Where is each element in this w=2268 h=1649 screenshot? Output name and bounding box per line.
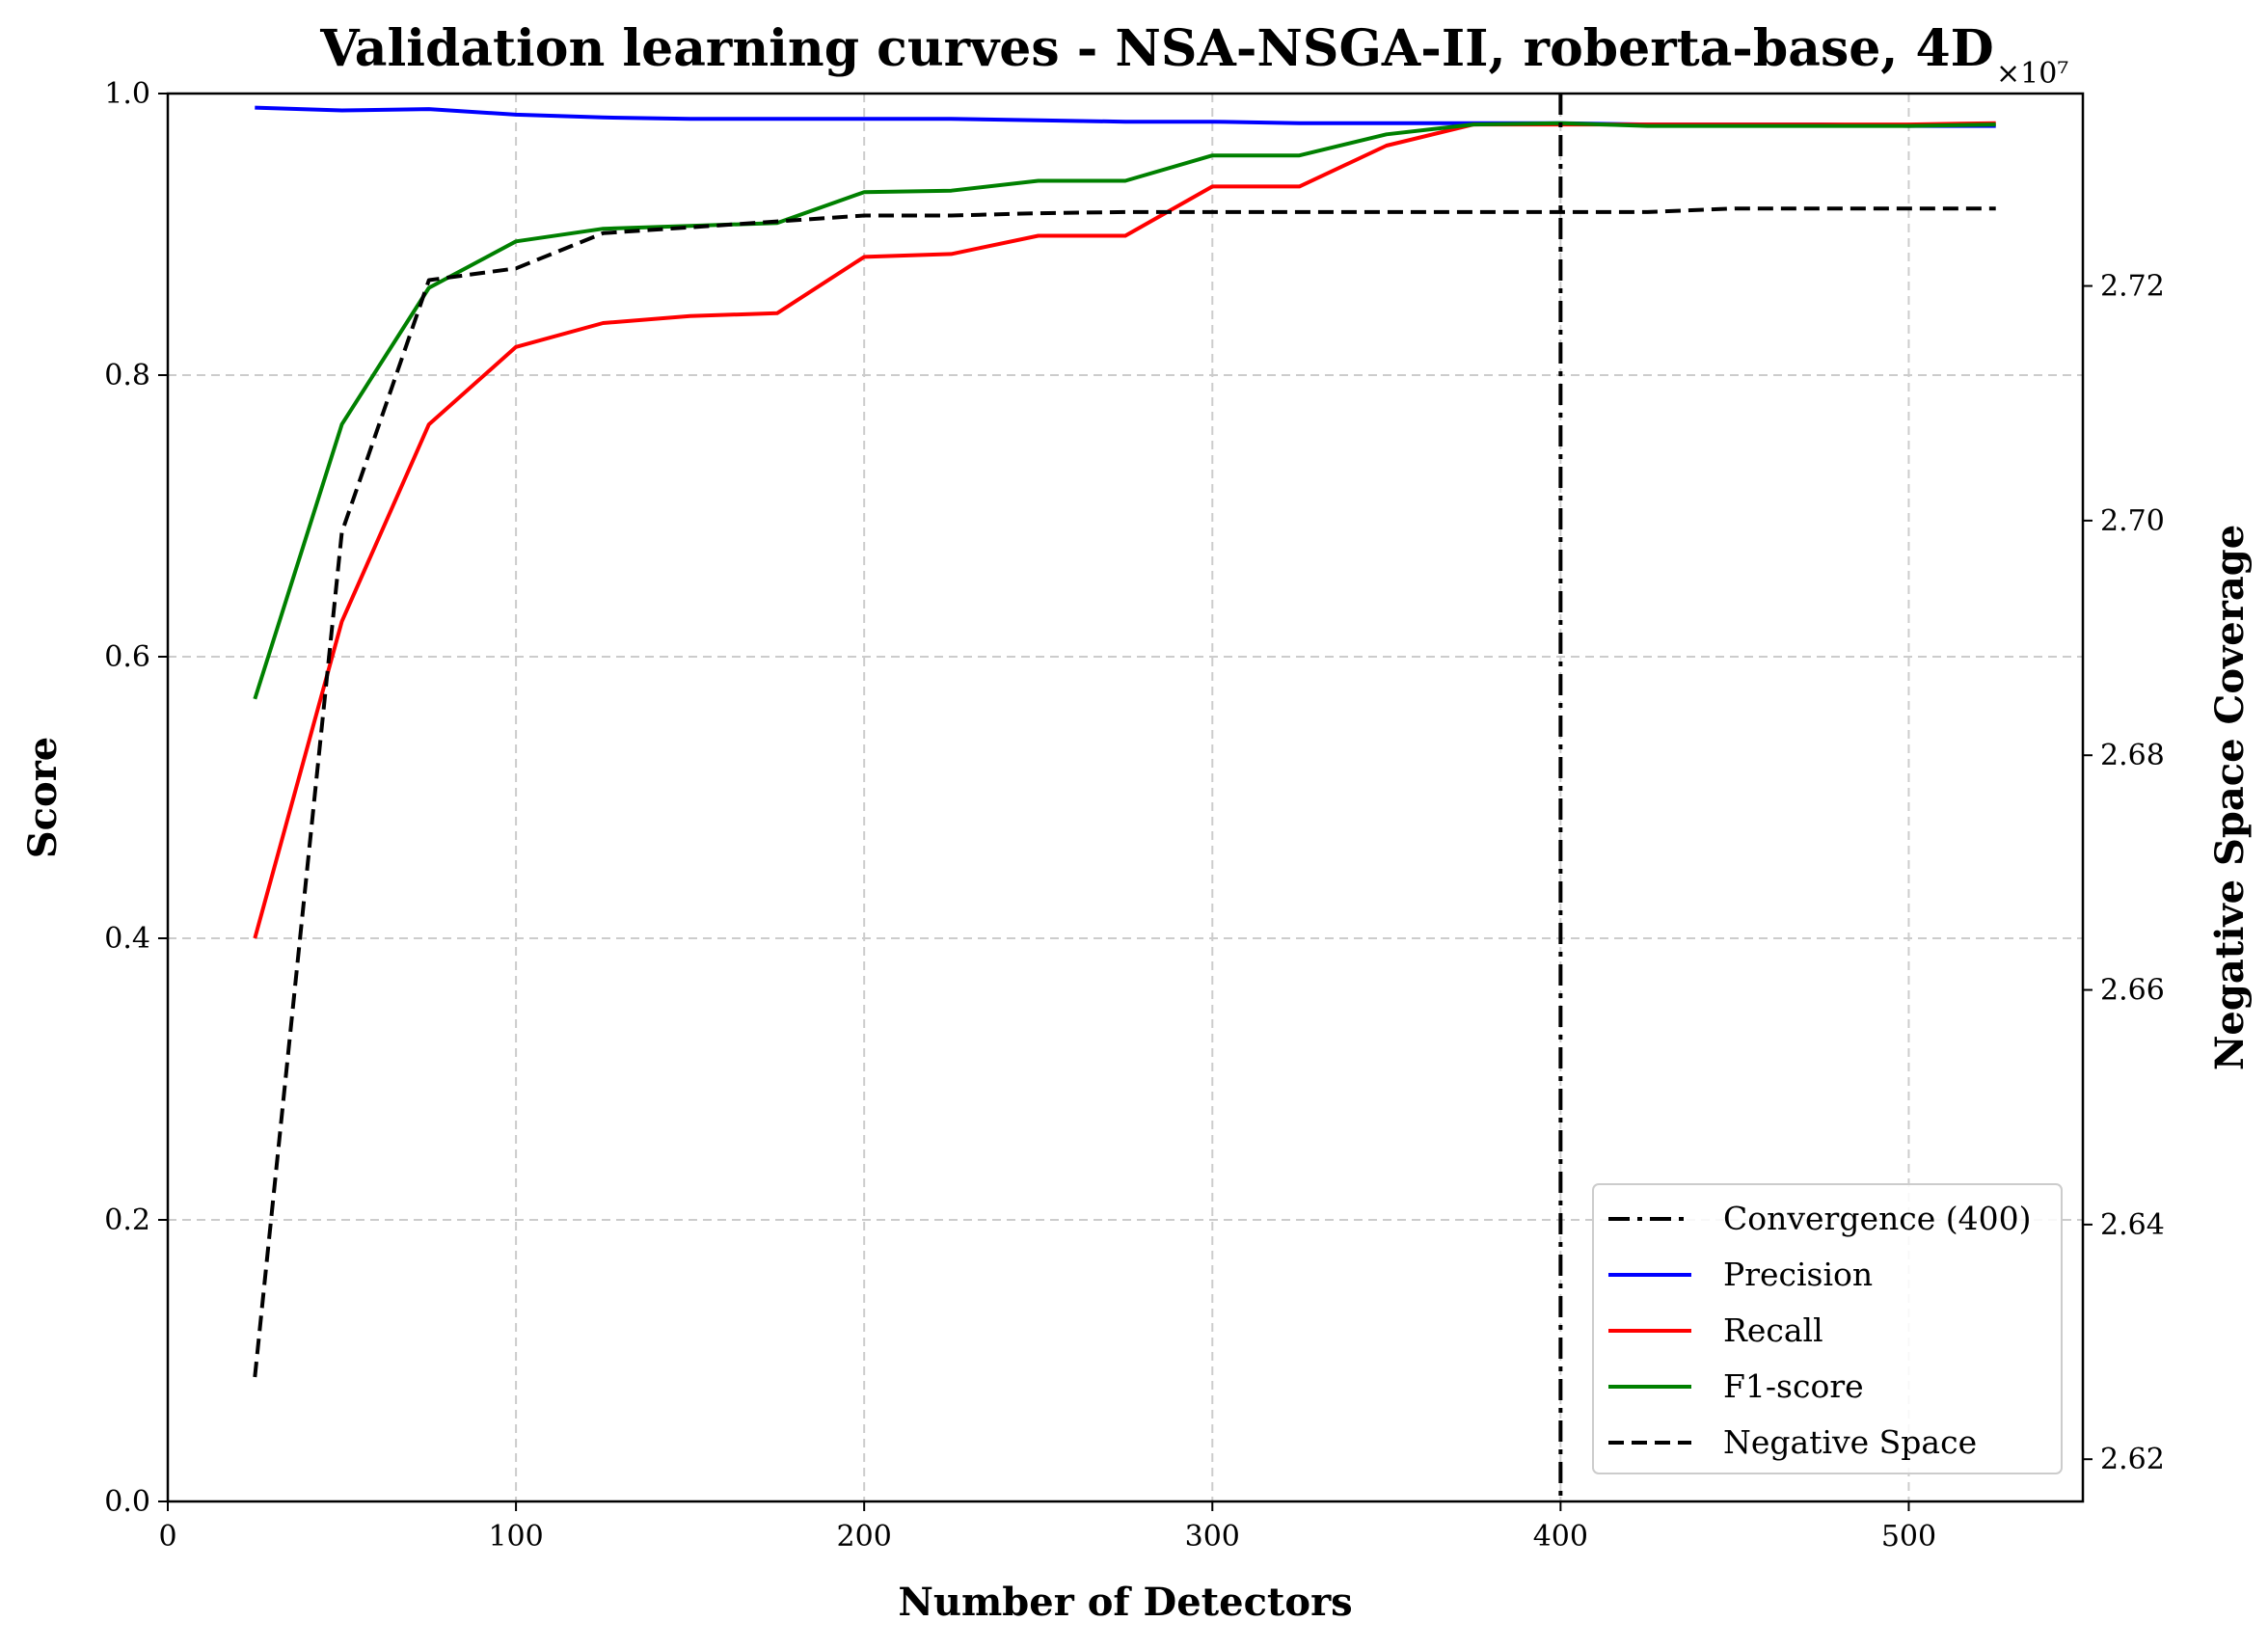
y2-tick-label: 2.66 (2100, 974, 2165, 1008)
y-tick-label: 0.8 (104, 359, 150, 392)
y-tick-label: 0.4 (104, 922, 150, 956)
x-axis-label: Number of Detectors (898, 1580, 1352, 1625)
y2-multiplier: ×10⁷ (1996, 57, 2068, 91)
y2-tick-label: 2.72 (2100, 270, 2165, 304)
x-tick-label: 0 (158, 1520, 176, 1554)
legend-entry-label: Recall (1723, 1311, 1823, 1349)
y2-tick-label: 2.64 (2100, 1208, 2165, 1242)
y-axis-label: Score (20, 737, 66, 858)
axes-frame (166, 92, 2085, 1503)
series-line-f1-score (253, 121, 1996, 700)
x-tick-label: 500 (1881, 1520, 1936, 1554)
legend: Convergence (400) Precision Recall F1-score… (1592, 1183, 2063, 1474)
y-tick-label: 1.0 (104, 77, 150, 111)
y-tick-label: 0.2 (104, 1203, 150, 1237)
legend-box (1592, 1183, 2063, 1474)
x-tick-label: 400 (1533, 1520, 1588, 1554)
x-tick-label: 100 (488, 1520, 543, 1554)
legend-entry-label: Convergence (400) (1723, 1200, 2031, 1237)
y2-axis-label: Negative Space Coverage (2207, 525, 2253, 1070)
series-line-negative-space (253, 206, 1996, 1378)
x-tick-label: 300 (1185, 1520, 1240, 1554)
legend-entry-label: Precision (1723, 1256, 1873, 1293)
y-tick-label: 0.0 (104, 1485, 150, 1519)
legend-entry-label: Negative Space (1723, 1423, 1977, 1461)
plot-area (253, 94, 1996, 1501)
y2-tick-label: 2.68 (2100, 739, 2165, 772)
y-tick-label: 0.6 (104, 640, 150, 674)
chart-title: Validation learning curves - NSA-NSGA-II… (319, 19, 1994, 78)
legend-entry-label: F1-score (1723, 1367, 1864, 1405)
x-tick-label: 200 (837, 1520, 892, 1554)
y2-tick-label: 2.62 (2100, 1443, 2165, 1476)
y2-tick-label: 2.70 (2100, 504, 2165, 538)
axis-ticks: 0 100 200 300 400 500 0.0 0.2 0.4 0.6 0.8 1.0 2.62 2.… (104, 77, 2165, 1554)
